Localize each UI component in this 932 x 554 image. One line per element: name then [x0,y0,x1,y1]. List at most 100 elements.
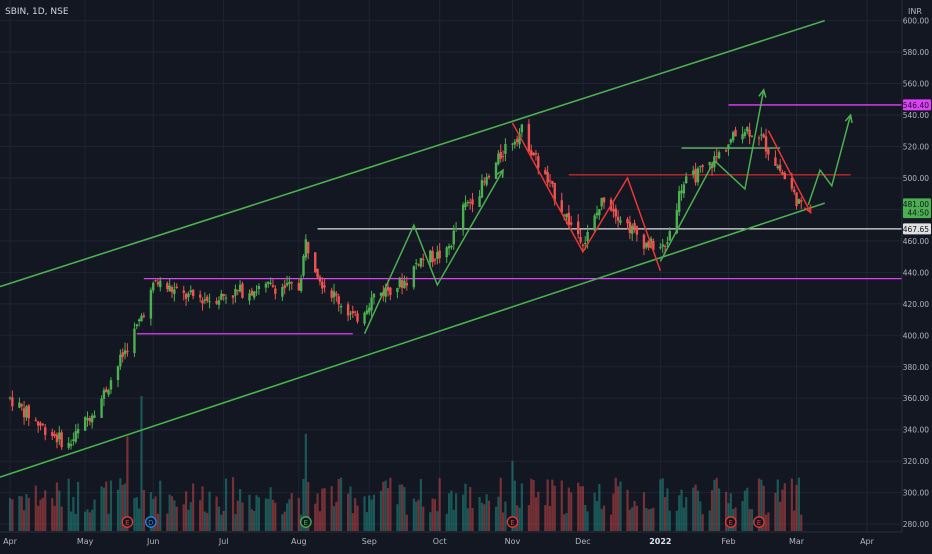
candle [633,219,636,233]
candle-body [166,283,169,290]
volume-bar [422,506,425,531]
candle [133,322,136,357]
volume-bar [69,511,73,531]
candle-body [154,280,157,282]
volume-bar [462,494,465,531]
candle [217,296,221,310]
event-marker: E [753,516,765,528]
candle-body [189,290,192,293]
candle [116,365,120,388]
price-tick-label: 420.00 [903,300,929,309]
time-axis[interactable]: Apr May Jun Jul Aug Sep Oct Nov Dec 2022 Feb Mar Apr [0,531,932,550]
candle [793,186,796,195]
volume-bar [297,497,300,531]
volume-bar [389,477,392,531]
grid [0,0,902,532]
volume-bar [138,508,141,531]
candle [553,182,556,206]
candle-body [741,134,744,140]
volume-bar [86,509,89,531]
wave-green-1-arrowhead [496,168,504,179]
candle [44,423,47,441]
candle [724,147,728,153]
candle [18,397,21,409]
candle-body [41,423,45,425]
candle-body [44,427,47,435]
candle-body [306,241,310,254]
candle-body [668,231,671,241]
event-marker-circle [724,516,737,528]
volume-bar [60,506,63,531]
volume-bar [626,489,629,531]
time-tick-label: May [77,537,94,546]
volume-bar [633,500,636,531]
candle [436,245,439,265]
candle-body [447,246,451,249]
candle-body [677,191,681,212]
candle [140,313,143,322]
volume-bar [725,491,728,531]
volume-bar [332,506,336,531]
candle [304,234,308,261]
candle-body [198,294,202,298]
candle [332,283,336,305]
volume-bar [316,493,319,531]
volume-bar [34,485,37,531]
volume-bar [497,496,500,531]
volume-bar [530,478,533,531]
candle-body [800,200,803,202]
candle-body [220,293,223,300]
candle [757,135,761,146]
volume-bar [699,501,702,531]
volume-bar [264,498,268,531]
candle [170,285,174,299]
volume-bar [175,506,178,531]
volume-bar [76,481,80,531]
candle [501,150,505,162]
volume-bar [595,501,599,531]
candle-body [20,404,23,407]
volume-bar [710,490,714,531]
volume-bar [729,493,732,531]
volume-bar [27,497,30,531]
price-axis[interactable]: 280.00 300.00 320.00 340.00 360.00 380.00 400.… [901,0,932,550]
candle-body [257,286,261,290]
volume-bar [548,506,552,531]
candle-body [602,197,606,203]
candle [746,126,749,135]
candle [316,268,319,280]
candle-body [593,215,596,231]
candle-body [797,199,801,204]
volume-bar [248,494,251,531]
candle [154,279,157,283]
candle [168,278,171,292]
candle [677,185,681,216]
volume-bar [116,489,120,531]
candle-body [581,244,585,246]
candle-body [499,152,502,159]
candle-body [39,423,42,426]
volume-bar [314,503,317,531]
candle-body [562,215,566,217]
candle [321,277,324,295]
price-tick-label: 340.00 [903,426,929,435]
price-tick-label: 360.00 [903,394,929,403]
candle-body [699,166,702,168]
candle [471,192,474,213]
candle-body [137,319,141,322]
candle-body [478,196,481,207]
candle [598,208,601,220]
candle-body [318,276,322,282]
event-marker-circle [121,516,134,528]
candle [527,119,531,153]
volume-bar [8,498,12,531]
candle-body [60,432,63,448]
volume-bar [483,504,486,531]
volume-bar [577,482,580,531]
wave-green-2-arrowhead [758,88,767,98]
candle-body [398,277,401,288]
candle [351,305,354,319]
candle [39,421,42,431]
candle-body [182,290,185,293]
